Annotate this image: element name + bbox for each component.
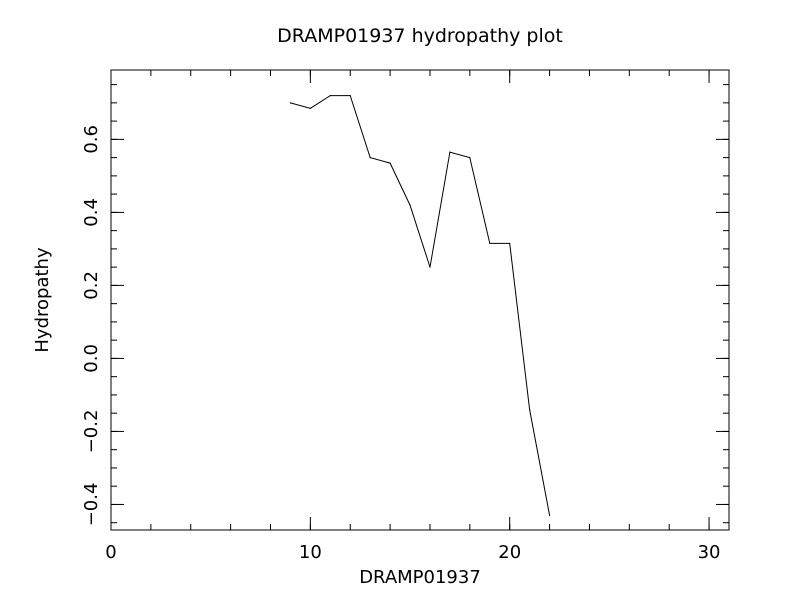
data-point xyxy=(429,266,431,268)
y-tick-labels: −0.4 −0.2 0.0 0.2 0.4 0.6 xyxy=(81,125,102,526)
data-point xyxy=(509,242,511,245)
data-point xyxy=(369,157,371,159)
data-point xyxy=(548,514,551,516)
data-point xyxy=(389,162,391,164)
y-tick-label: 0.0 xyxy=(81,344,102,373)
y-tick-label: 0.4 xyxy=(81,198,102,227)
data-point xyxy=(489,242,491,245)
x-tick-labels: 0 10 20 30 xyxy=(105,542,720,563)
series-layer xyxy=(289,94,551,516)
chart-title: DRAMP01937 hydropathy plot xyxy=(277,25,563,47)
series-line-hydropathy xyxy=(290,95,551,516)
data-point xyxy=(349,94,351,97)
x-tick-label: 20 xyxy=(498,542,521,563)
y-tick-label: −0.4 xyxy=(81,483,102,527)
data-point xyxy=(449,151,451,153)
x-tick-label: 0 xyxy=(105,542,116,563)
x-axis-label: DRAMP01937 xyxy=(359,567,481,588)
x-tick-label: 30 xyxy=(698,542,721,563)
minor-ticks xyxy=(110,70,729,530)
y-tick-label: 0.6 xyxy=(81,125,102,154)
data-point xyxy=(469,157,471,159)
y-tick-label: 0.2 xyxy=(81,271,102,300)
plot-frame xyxy=(110,69,730,531)
y-tick-label: −0.2 xyxy=(81,410,102,454)
data-point xyxy=(329,94,331,97)
x-tick-label: 10 xyxy=(299,542,322,563)
data-point xyxy=(309,107,311,109)
data-point xyxy=(529,408,531,411)
y-axis-label: Hydropathy xyxy=(32,247,53,353)
data-point xyxy=(409,204,411,206)
major-ticks xyxy=(110,70,729,530)
data-point xyxy=(289,102,292,104)
